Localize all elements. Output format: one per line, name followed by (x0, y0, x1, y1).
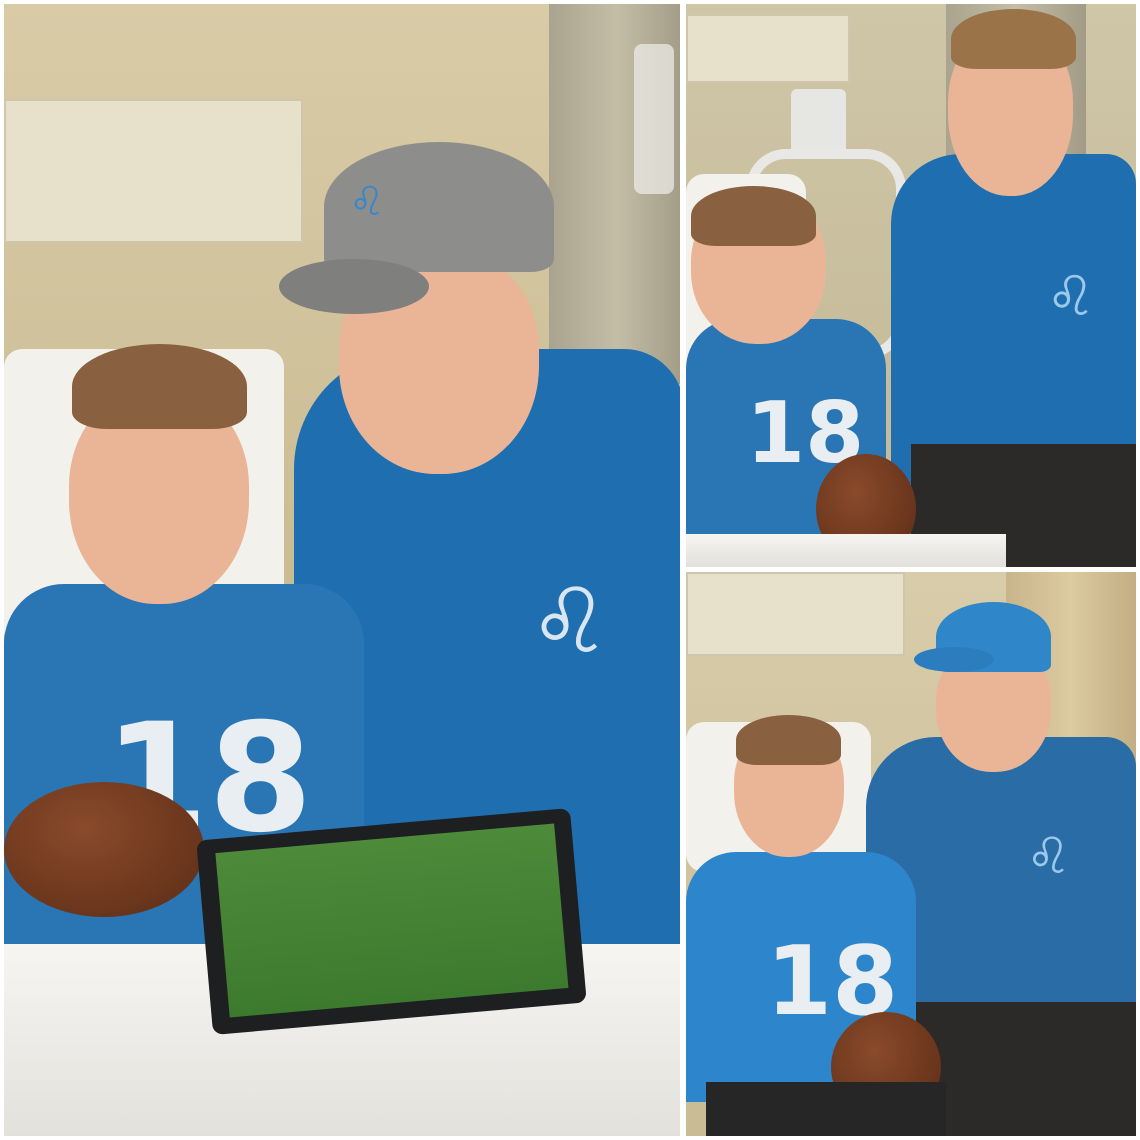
headwall-panel (4, 99, 303, 243)
monitor-device (791, 89, 846, 159)
grey-cap (324, 142, 554, 272)
cap-brim (914, 647, 994, 672)
football-game-screen (215, 823, 569, 1018)
bedsheet (686, 534, 1006, 567)
football (4, 782, 204, 917)
photo-panel-left: ♌ ♌ 18 (4, 4, 680, 1136)
cap-brim (279, 259, 429, 314)
boy-shorts (706, 1082, 946, 1136)
photo-panel-bottom-right: ♌ 18 (686, 572, 1136, 1136)
tablet (196, 808, 587, 1035)
headwall-panel (686, 572, 905, 656)
iv-bag (634, 44, 674, 194)
photo-panel-top-right: ♌ 18 (686, 4, 1136, 567)
man-shirt (891, 154, 1136, 484)
boy-hair (72, 344, 247, 429)
headwall-panel (686, 14, 850, 83)
boy-hair (691, 186, 816, 246)
lion-logo-icon: ♌ (1026, 827, 1071, 885)
lion-logo-icon: ♌ (1046, 264, 1096, 328)
lion-logo-icon: ♌ (349, 179, 385, 225)
boy-hair (736, 715, 841, 765)
man-hair (951, 9, 1076, 69)
lion-logo-icon: ♌ (529, 569, 610, 674)
man-pants (916, 1002, 1136, 1136)
